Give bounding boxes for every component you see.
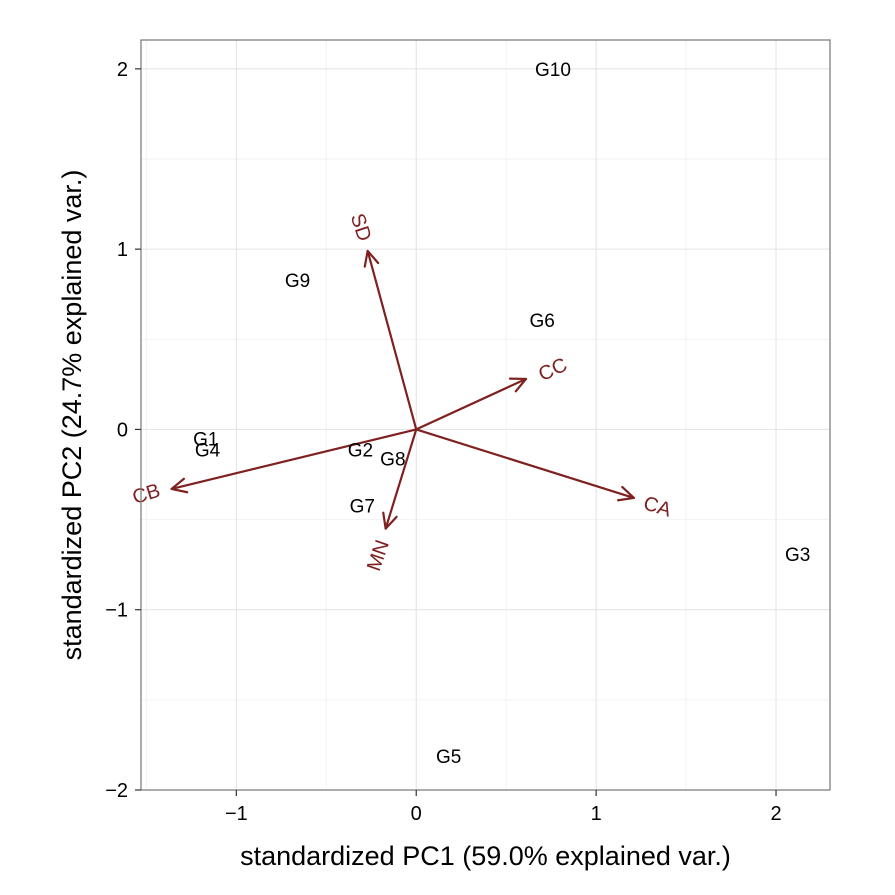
y-axis-title: standardized PC2 (24.7% explained var.) xyxy=(57,170,87,661)
panel-background xyxy=(141,40,830,790)
y-tick-label: 1 xyxy=(117,239,128,261)
arrow-shaft xyxy=(366,249,418,431)
point-label-g4: G4 xyxy=(195,441,221,462)
x-tick-label: 0 xyxy=(411,803,422,825)
arrow-shaft xyxy=(415,428,636,500)
panel-border xyxy=(140,39,831,791)
point-label-g2: G2 xyxy=(348,441,373,462)
arrow-head xyxy=(382,511,398,530)
x-tick-label: −1 xyxy=(225,803,248,825)
point-label-g9: G9 xyxy=(285,271,310,292)
loading-arrow-sd xyxy=(363,249,418,431)
x-tick-label: 1 xyxy=(591,803,602,825)
arrow-head xyxy=(508,377,528,393)
axes: −1 0 1 2 −2 −1 0 1 2 xyxy=(105,59,781,825)
y-tick-label: −2 xyxy=(105,780,128,802)
point-label-g3: G3 xyxy=(785,545,810,566)
loading-arrow-cc xyxy=(415,377,528,431)
y-tick-label: 0 xyxy=(117,419,128,441)
arrow-shaft xyxy=(384,428,418,530)
point-label-g10: G10 xyxy=(535,60,571,81)
x-axis-title: standardized PC1 (59.0% explained var.) xyxy=(240,841,731,871)
loading-arrow-mn xyxy=(382,428,418,530)
arrow-head xyxy=(616,485,636,502)
arrow-head xyxy=(363,249,380,268)
x-tick-label: 2 xyxy=(770,803,781,825)
point-label-g7: G7 xyxy=(350,496,375,517)
point-label-g6: G6 xyxy=(529,311,554,332)
loading-arrow-ca xyxy=(415,428,636,502)
arrow-shaft xyxy=(415,377,528,431)
arrow-head xyxy=(170,477,189,494)
point-labels: G1 G2 G3 G4 G5 G6 G7 G8 G9 G10 xyxy=(193,60,810,768)
grid-lines xyxy=(141,40,830,790)
arrow-shaft xyxy=(170,428,418,491)
loading-arrow-cb xyxy=(170,428,418,494)
y-tick-label: −1 xyxy=(105,600,128,622)
point-label-g5: G5 xyxy=(436,747,461,768)
point-label-g8: G8 xyxy=(380,450,405,471)
y-tick-label: 2 xyxy=(117,59,128,81)
point-label-g1: G1 xyxy=(193,430,218,451)
